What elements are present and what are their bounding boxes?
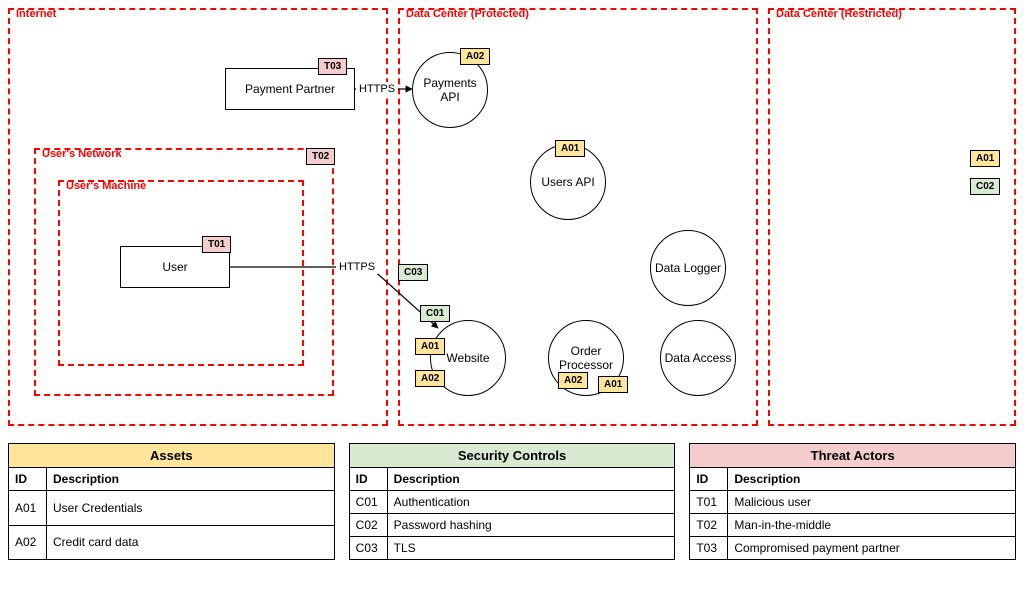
table-cell: User Credentials xyxy=(47,491,335,526)
assets-table: Assets ID Description A01User Credential… xyxy=(8,443,335,560)
table-cell: Credit card data xyxy=(47,525,335,560)
asset-tag: A02 xyxy=(460,48,490,65)
edge-label: HTTPS xyxy=(336,260,378,274)
table-cell: C02 xyxy=(349,514,387,537)
table-row: C01Authentication xyxy=(349,491,675,514)
threat-tag: T02 xyxy=(306,148,335,165)
threats-col-desc: Description xyxy=(728,468,1016,491)
edge-label: HTTPS xyxy=(356,82,398,96)
table-cell: T02 xyxy=(690,514,728,537)
control-tag: C03 xyxy=(398,264,428,281)
node-label: Data Access xyxy=(665,351,732,365)
node-label: Payment Partner xyxy=(245,82,335,96)
node-label: User xyxy=(162,260,187,274)
controls-col-id: ID xyxy=(349,468,387,491)
controls-col-desc: Description xyxy=(387,468,675,491)
threat-tag: T03 xyxy=(318,58,347,75)
table-row: A01User Credentials xyxy=(9,491,335,526)
asset-tag: A01 xyxy=(415,338,445,355)
table-cell: TLS xyxy=(387,537,675,560)
threat-tag: T01 xyxy=(202,236,231,253)
node-label: Users API xyxy=(541,175,594,189)
asset-tag: A01 xyxy=(555,140,585,157)
table-cell: C01 xyxy=(349,491,387,514)
table-cell: Malicious user xyxy=(728,491,1016,514)
boundary-label: Data Center (Restricted) xyxy=(774,8,904,20)
table-row: T02Man-in-the-middle xyxy=(690,514,1016,537)
table-cell: C03 xyxy=(349,537,387,560)
assets-title: Assets xyxy=(9,444,335,468)
node-label: Website xyxy=(446,351,489,365)
table-cell: A01 xyxy=(9,491,47,526)
boundary-label: Internet xyxy=(14,8,58,20)
node-label: Order Processor xyxy=(549,344,623,373)
control-tag: C01 xyxy=(420,305,450,322)
table-cell: Man-in-the-middle xyxy=(728,514,1016,537)
boundary-label: Data Center (Protected) xyxy=(404,8,531,20)
boundary-dc_restricted: Data Center (Restricted) xyxy=(768,8,1016,426)
threats-title: Threat Actors xyxy=(690,444,1016,468)
threats-col-id: ID xyxy=(690,468,728,491)
table-row: T03Compromised payment partner xyxy=(690,537,1016,560)
node-label: Data Logger xyxy=(655,261,721,275)
assets-col-desc: Description xyxy=(47,468,335,491)
table-row: C03TLS xyxy=(349,537,675,560)
boundary-label: User's Machine xyxy=(64,180,148,192)
table-row: A02Credit card data xyxy=(9,525,335,560)
table-cell: Compromised payment partner xyxy=(728,537,1016,560)
asset-tag: A02 xyxy=(415,370,445,387)
asset-tag: A01 xyxy=(598,376,628,393)
node-label: Payments API xyxy=(413,76,487,105)
table-cell: T01 xyxy=(690,491,728,514)
node-data_access: Data Access xyxy=(660,320,736,396)
controls-title: Security Controls xyxy=(349,444,675,468)
controls-table: Security Controls ID Description C01Auth… xyxy=(349,443,676,560)
table-cell: A02 xyxy=(9,525,47,560)
asset-tag: A01 xyxy=(970,150,1000,167)
control-tag: C02 xyxy=(970,178,1000,195)
boundary-label: User's Network xyxy=(40,148,124,160)
threats-table: Threat Actors ID Description T01Maliciou… xyxy=(689,443,1016,560)
table-cell: Authentication xyxy=(387,491,675,514)
asset-tag: A02 xyxy=(558,372,588,389)
threat-model-diagram: Internet User's Network User's Machine Data… xyxy=(0,0,1024,440)
legend-tables: Assets ID Description A01User Credential… xyxy=(8,443,1016,560)
table-row: C02Password hashing xyxy=(349,514,675,537)
assets-col-id: ID xyxy=(9,468,47,491)
table-cell: Password hashing xyxy=(387,514,675,537)
table-row: T01Malicious user xyxy=(690,491,1016,514)
table-cell: T03 xyxy=(690,537,728,560)
node-data_logger: Data Logger xyxy=(650,230,726,306)
